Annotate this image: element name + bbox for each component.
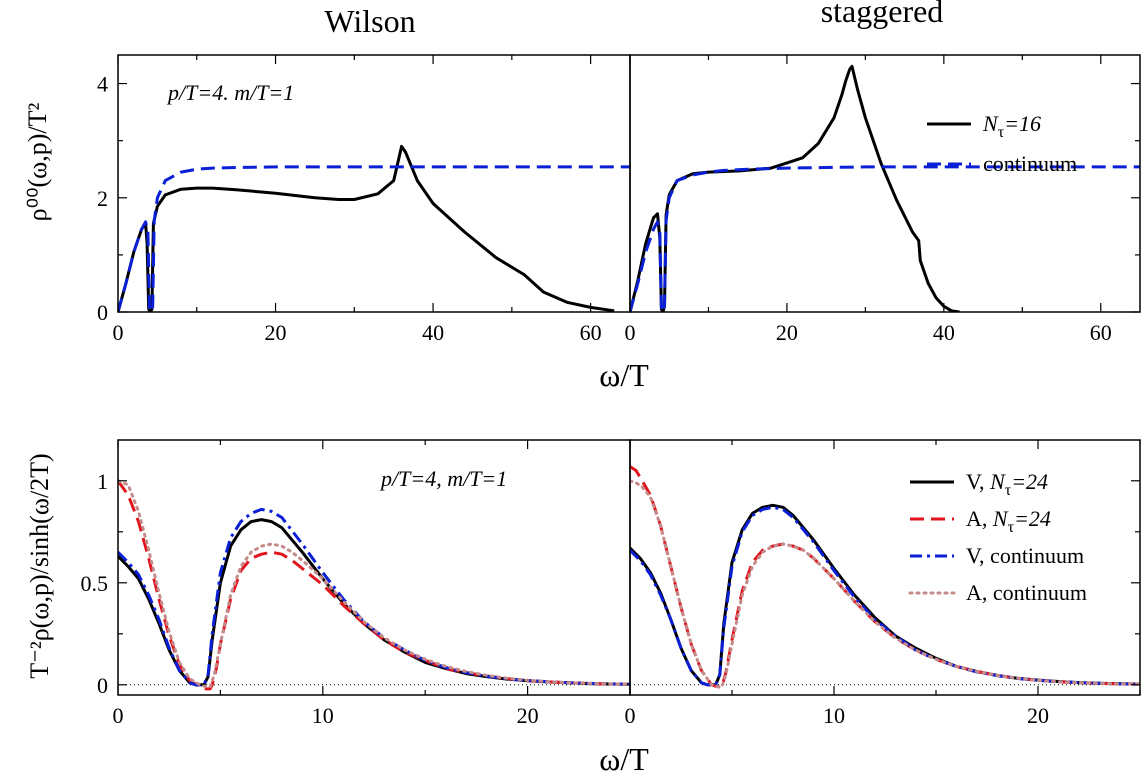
- y-tick-label: 0: [97, 673, 108, 698]
- xlabel-top: ω/T: [599, 357, 649, 393]
- series-line-bottom-left-1: [118, 479, 630, 691]
- y-tick-label: 0.5: [81, 571, 109, 596]
- legend-entry: Nτ=16: [982, 111, 1041, 141]
- annotation-top: p/T=4. m/T=1: [166, 80, 294, 105]
- x-tick-label: 60: [1090, 320, 1112, 345]
- annotation-bottom: p/T=4, m/T=1: [379, 466, 507, 491]
- plot-frame: [629, 54, 1141, 313]
- y-tick-label: 4: [97, 72, 108, 97]
- x-tick-label: 0: [113, 703, 124, 728]
- x-tick-label: 0: [625, 320, 636, 345]
- xlabel-bottom: ω/T: [599, 741, 649, 777]
- x-tick-label: 0: [113, 320, 124, 345]
- series-line-bottom-left-2: [118, 507, 630, 687]
- plot-frame: [117, 439, 631, 696]
- x-tick-label: 10: [823, 703, 845, 728]
- x-tick-label: 40: [422, 320, 444, 345]
- x-tick-label: 40: [933, 320, 955, 345]
- legend-entry: V, continuum: [966, 543, 1084, 568]
- x-tick-label: 20: [776, 320, 798, 345]
- x-tick-label: 60: [580, 320, 602, 345]
- x-tick-label: 20: [1027, 703, 1049, 728]
- series-line-top-left-1: [118, 165, 630, 312]
- title-right: staggered: [821, 0, 944, 29]
- series-line-bottom-right-1: [630, 465, 1140, 689]
- panel-bottom-right: 0 10 20: [625, 439, 1141, 728]
- plot-frame: [629, 439, 1141, 696]
- x-tick-label: 20: [517, 703, 539, 728]
- x-tick-label: 10: [312, 703, 334, 728]
- legend-entry: V, Nτ=24: [966, 469, 1048, 499]
- y-tick-label: 0: [97, 300, 108, 325]
- legend-top: Nτ=16 continuum: [927, 111, 1077, 176]
- ylabel-bottom: T⁻²ρ(ω,p)/sinh(ω/2T): [25, 453, 54, 678]
- x-tick-label: 20: [265, 320, 287, 345]
- y-tick-label: 2: [97, 186, 108, 211]
- panel-top-left: 0 20 40 60 0 2 4: [97, 54, 631, 345]
- legend-entry: A, continuum: [966, 580, 1087, 605]
- ylabel-top: ρ⁰⁰(ω,p)/T²: [23, 102, 52, 221]
- legend-entry: continuum: [983, 151, 1077, 176]
- x-tick-label: 0: [625, 703, 636, 728]
- legend-bottom: V, Nτ=24 A, Nτ=24 V, continuum A, continuum: [908, 469, 1087, 605]
- series-line-top-right-1: [630, 165, 1140, 312]
- legend-entry: A, Nτ=24: [966, 506, 1051, 536]
- panel-bottom-left: 0 10 20 0 0.5 1: [81, 439, 631, 728]
- series-line-bottom-right-3: [630, 479, 1140, 689]
- series-line-bottom-left-3: [118, 479, 630, 689]
- series-line-top-right-0: [630, 64, 960, 312]
- series-line-bottom-left-0: [118, 518, 630, 687]
- panel-top-right: 0 20 40 60: [625, 54, 1141, 345]
- title-left: Wilson: [324, 3, 415, 39]
- y-tick-label: 1: [97, 469, 108, 494]
